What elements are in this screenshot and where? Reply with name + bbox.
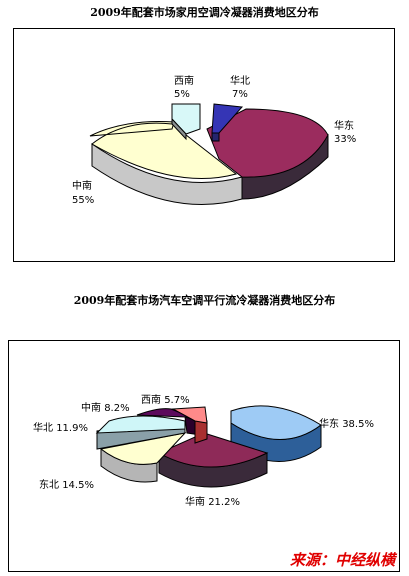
chart1-label-huabei: 华北 bbox=[230, 74, 250, 87]
chart1-pct-xinan: 5% bbox=[174, 89, 190, 100]
chart2-pie: 西南 5.7% 中南 8.2% 华北 11.9% 东北 14.5% 华东 38.… bbox=[33, 393, 374, 508]
chart1-slice-huadong bbox=[206, 108, 329, 178]
chart1-pct-huabei: 7% bbox=[232, 89, 248, 100]
chart2-label-zhongnan: 中南 8.2% bbox=[81, 401, 130, 414]
chart2-slice-dongbei bbox=[99, 432, 187, 465]
chart1-pct-huadong: 33% bbox=[334, 134, 356, 145]
chart1-pie: 西南 5% 华北 7% 华东 33% 中南 55% bbox=[72, 74, 356, 206]
chart1-pct-zhongnan: 55% bbox=[72, 195, 94, 206]
source-label: 来源：中经纵横 bbox=[289, 551, 395, 569]
chart2-frame: 西南 5.7% 中南 8.2% 华北 11.9% 东北 14.5% 华东 38.… bbox=[8, 340, 400, 572]
chart1-label-zhongnan: 中南 bbox=[72, 179, 92, 192]
chart1-label-huadong: 华东 bbox=[334, 119, 354, 132]
chart2-label-huabei: 华北 11.9% bbox=[33, 421, 88, 434]
chart2-label-huadong: 华东 38.5% bbox=[319, 417, 374, 430]
chart1-frame: 西南 5% 华北 7% 华东 33% 中南 55% bbox=[13, 28, 395, 262]
chart2-slice-xinan bbox=[171, 406, 208, 424]
chart1-slice-zhongnan bbox=[89, 121, 238, 179]
chart2-slice-xinan-side bbox=[194, 420, 208, 444]
chart1-slice-xinan-side bbox=[171, 104, 187, 141]
chart2-label-huanan: 华南 21.2% bbox=[185, 495, 240, 508]
chart1-slice-huabei-side bbox=[211, 132, 220, 142]
chart2-slice-huadong bbox=[230, 405, 322, 440]
chart2-title: 2009年配套市场汽车空调平行流冷凝器消费地区分布 bbox=[73, 294, 336, 307]
chart2-slice-huabei bbox=[95, 415, 186, 434]
chart1-label-xinan: 西南 bbox=[174, 74, 194, 87]
chart1-title: 2009年配套市场家用空调冷凝器消费地区分布 bbox=[90, 6, 319, 19]
chart2-label-dongbei: 东北 14.5% bbox=[39, 478, 94, 491]
chart2-label-xinan: 西南 5.7% bbox=[141, 393, 190, 406]
